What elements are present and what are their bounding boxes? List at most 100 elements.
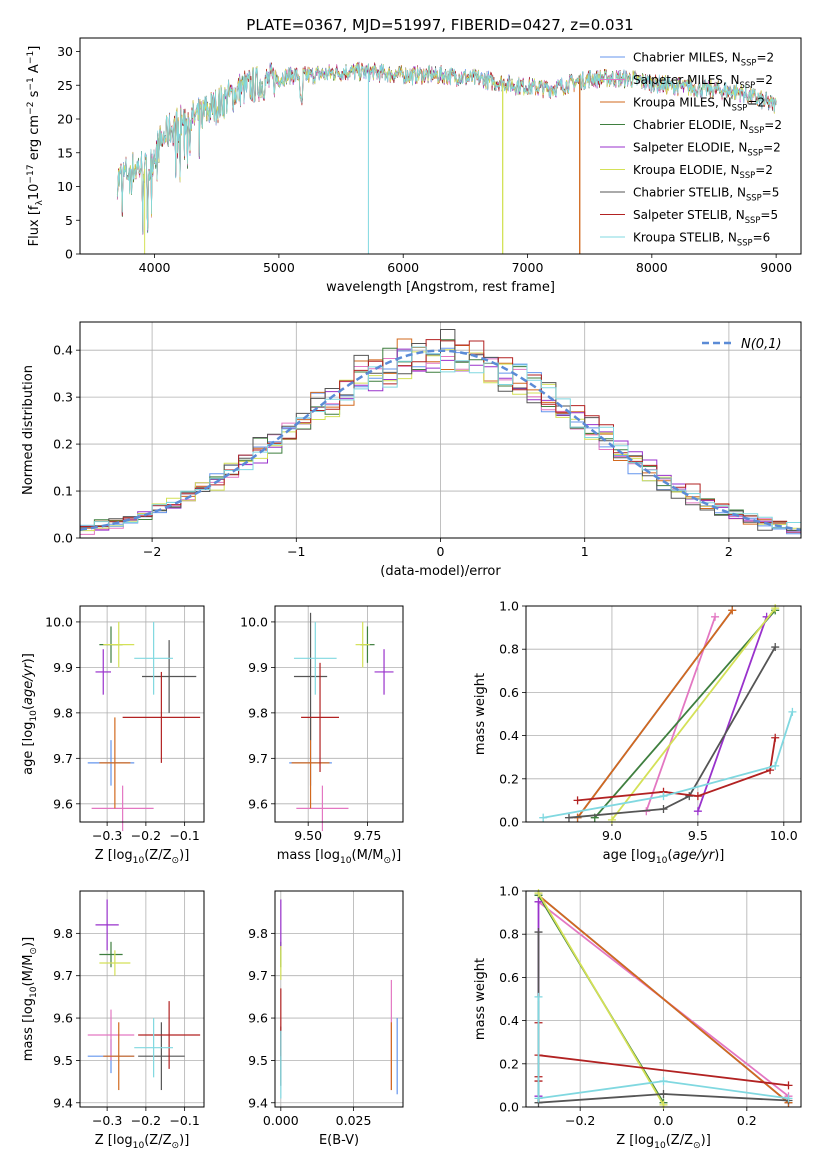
y-tick-label: 9.8 bbox=[53, 705, 73, 720]
legend-label: Kroupa MILES, NSSP=2 bbox=[633, 96, 765, 113]
spectrum-series bbox=[116, 63, 777, 234]
legend-label: Kroupa ELODIE, NSSP=2 bbox=[633, 163, 773, 180]
y-tick-label: 10.0 bbox=[45, 614, 73, 629]
legend-label: N(0,1) bbox=[741, 337, 782, 352]
x-axis-label: E(B-V) bbox=[319, 1133, 359, 1148]
weight-point-marker bbox=[728, 606, 737, 615]
y-tick-label: 0.4 bbox=[499, 1013, 519, 1028]
y-tick-label: 9.4 bbox=[248, 1095, 268, 1110]
x-tick-label: 10.0 bbox=[770, 828, 798, 843]
y-tick-label: 9.5 bbox=[248, 1053, 268, 1068]
weight-point-marker bbox=[659, 1100, 668, 1109]
y-tick-label: 0.0 bbox=[53, 531, 73, 546]
axes-frame bbox=[274, 890, 404, 1108]
y-tick-label: 15 bbox=[57, 145, 73, 160]
y-tick-label: 0.1 bbox=[53, 484, 73, 499]
y-tick-label: 0.8 bbox=[499, 642, 519, 657]
weight-series-line bbox=[543, 711, 794, 819]
weight-point-marker bbox=[539, 813, 548, 822]
x-tick-label: 4000 bbox=[139, 260, 171, 275]
axes-frame bbox=[79, 37, 802, 255]
x-axis-label: age [log10(age/yr)] bbox=[603, 848, 725, 866]
y-tick-label: 0.2 bbox=[499, 771, 519, 786]
axes-frame bbox=[79, 890, 205, 1108]
axes-frame bbox=[79, 605, 205, 823]
x-tick-label: 0.025 bbox=[336, 1113, 372, 1128]
x-tick-label: 1 bbox=[581, 544, 589, 559]
y-axis-label: Normed distribution bbox=[21, 365, 36, 495]
weight-series-line bbox=[577, 737, 777, 802]
weight-point-marker bbox=[534, 928, 543, 937]
weight-point-marker bbox=[771, 733, 780, 742]
y-tick-label: 9.6 bbox=[53, 796, 73, 811]
axes-frame bbox=[79, 321, 802, 539]
x-tick-label: −0.2 bbox=[565, 1113, 595, 1128]
y-tick-label: 9.6 bbox=[248, 796, 268, 811]
x-tick-label: 9.50 bbox=[294, 828, 322, 843]
legend-label: Salpeter STELIB, NSSP=5 bbox=[633, 208, 778, 225]
y-tick-label: 9.9 bbox=[248, 660, 268, 675]
y-tick-label: 9.7 bbox=[53, 751, 73, 766]
figure-title: PLATE=0367, MJD=51997, FIBERID=0427, z=0… bbox=[246, 16, 633, 34]
normal-reference-curve bbox=[79, 349, 802, 532]
weight-point-marker bbox=[788, 707, 797, 716]
y-axis-label: age [log10(age/yr)] bbox=[21, 653, 39, 775]
x-tick-label: 8000 bbox=[636, 260, 668, 275]
y-tick-label: 10 bbox=[57, 179, 73, 194]
mass-vs-ebv-panel: 0.000 0.025 9.4 9.5 9.6 9.7 9.8 E(B-V) bbox=[248, 890, 404, 1148]
x-tick-label: −0.1 bbox=[169, 1113, 199, 1128]
spectrum-lines bbox=[116, 61, 777, 254]
y-axis-label: mass [log10(M/M⊙)] bbox=[21, 937, 39, 1061]
weight-series-line bbox=[537, 996, 789, 1100]
weight-point-marker bbox=[564, 813, 573, 822]
weight-point-marker bbox=[659, 1077, 668, 1086]
y-tick-label: 0.4 bbox=[499, 728, 519, 743]
y-tick-label: 20 bbox=[57, 112, 73, 127]
y-tick-label: 30 bbox=[57, 44, 73, 59]
x-tick-label: −0.2 bbox=[131, 828, 161, 843]
x-tick-label: 0 bbox=[437, 544, 445, 559]
legend-label: Chabrier MILES, NSSP=2 bbox=[633, 51, 774, 68]
y-tick-label: 0 bbox=[65, 247, 73, 262]
weight-series-line bbox=[576, 609, 733, 819]
weight-point-marker bbox=[534, 992, 543, 1001]
weight-point-marker bbox=[534, 1094, 543, 1103]
y-tick-label: 0.2 bbox=[53, 437, 73, 452]
y-tick-label: 9.8 bbox=[53, 926, 73, 941]
x-tick-label: 6000 bbox=[387, 260, 419, 275]
x-tick-label: −2 bbox=[143, 544, 161, 559]
y-tick-label: 9.7 bbox=[53, 968, 73, 983]
y-tick-label: 9.5 bbox=[53, 1053, 73, 1068]
weight-point-marker bbox=[693, 807, 702, 816]
mass-vs-Z-panel: −0.3 −0.2 −0.1 9.4 9.5 9.6 9.7 9.8 Z [log10(Z/Z⊙… bbox=[21, 890, 205, 1151]
weight-series-line bbox=[537, 892, 665, 1106]
histogram-series bbox=[80, 339, 801, 533]
weight-series-line bbox=[697, 616, 768, 812]
x-tick-label: −0.1 bbox=[169, 828, 199, 843]
spectrum-legend: Chabrier MILES, NSSP=2 Salpeter MILES, NS… bbox=[600, 51, 782, 248]
spectrum-panel: 4000 5000 6000 7000 8000 9000 0 5 10 15 20 25 30 wave… bbox=[26, 37, 802, 295]
x-tick-label: 9.0 bbox=[602, 828, 622, 843]
y-tick-label: 0.8 bbox=[499, 927, 519, 942]
y-tick-label: 9.7 bbox=[248, 751, 268, 766]
axes-frame bbox=[525, 605, 802, 823]
x-tick-label: 5000 bbox=[263, 260, 295, 275]
x-axis-label: Z [log10(Z/Z⊙)] bbox=[95, 848, 190, 866]
y-tick-label: 9.7 bbox=[248, 968, 268, 983]
weight-point-marker bbox=[607, 815, 616, 824]
y-tick-label: 0.6 bbox=[499, 685, 519, 700]
x-tick-label: 9.75 bbox=[354, 828, 382, 843]
weight-point-marker bbox=[693, 792, 702, 801]
weight-point-marker bbox=[659, 805, 668, 814]
x-tick-label: 0.0 bbox=[654, 1113, 674, 1128]
weight-point-marker bbox=[771, 643, 780, 652]
y-tick-label: 0.6 bbox=[499, 970, 519, 985]
weight-point-marker bbox=[771, 604, 780, 613]
x-tick-label: −0.2 bbox=[131, 1113, 161, 1128]
x-tick-label: 0.000 bbox=[263, 1113, 299, 1128]
x-tick-label: 0.2 bbox=[737, 1113, 757, 1128]
y-tick-label: 9.6 bbox=[53, 1011, 73, 1026]
weight-point-marker bbox=[784, 1094, 793, 1103]
x-tick-label: −1 bbox=[287, 544, 305, 559]
weight-series-line bbox=[537, 894, 790, 1104]
